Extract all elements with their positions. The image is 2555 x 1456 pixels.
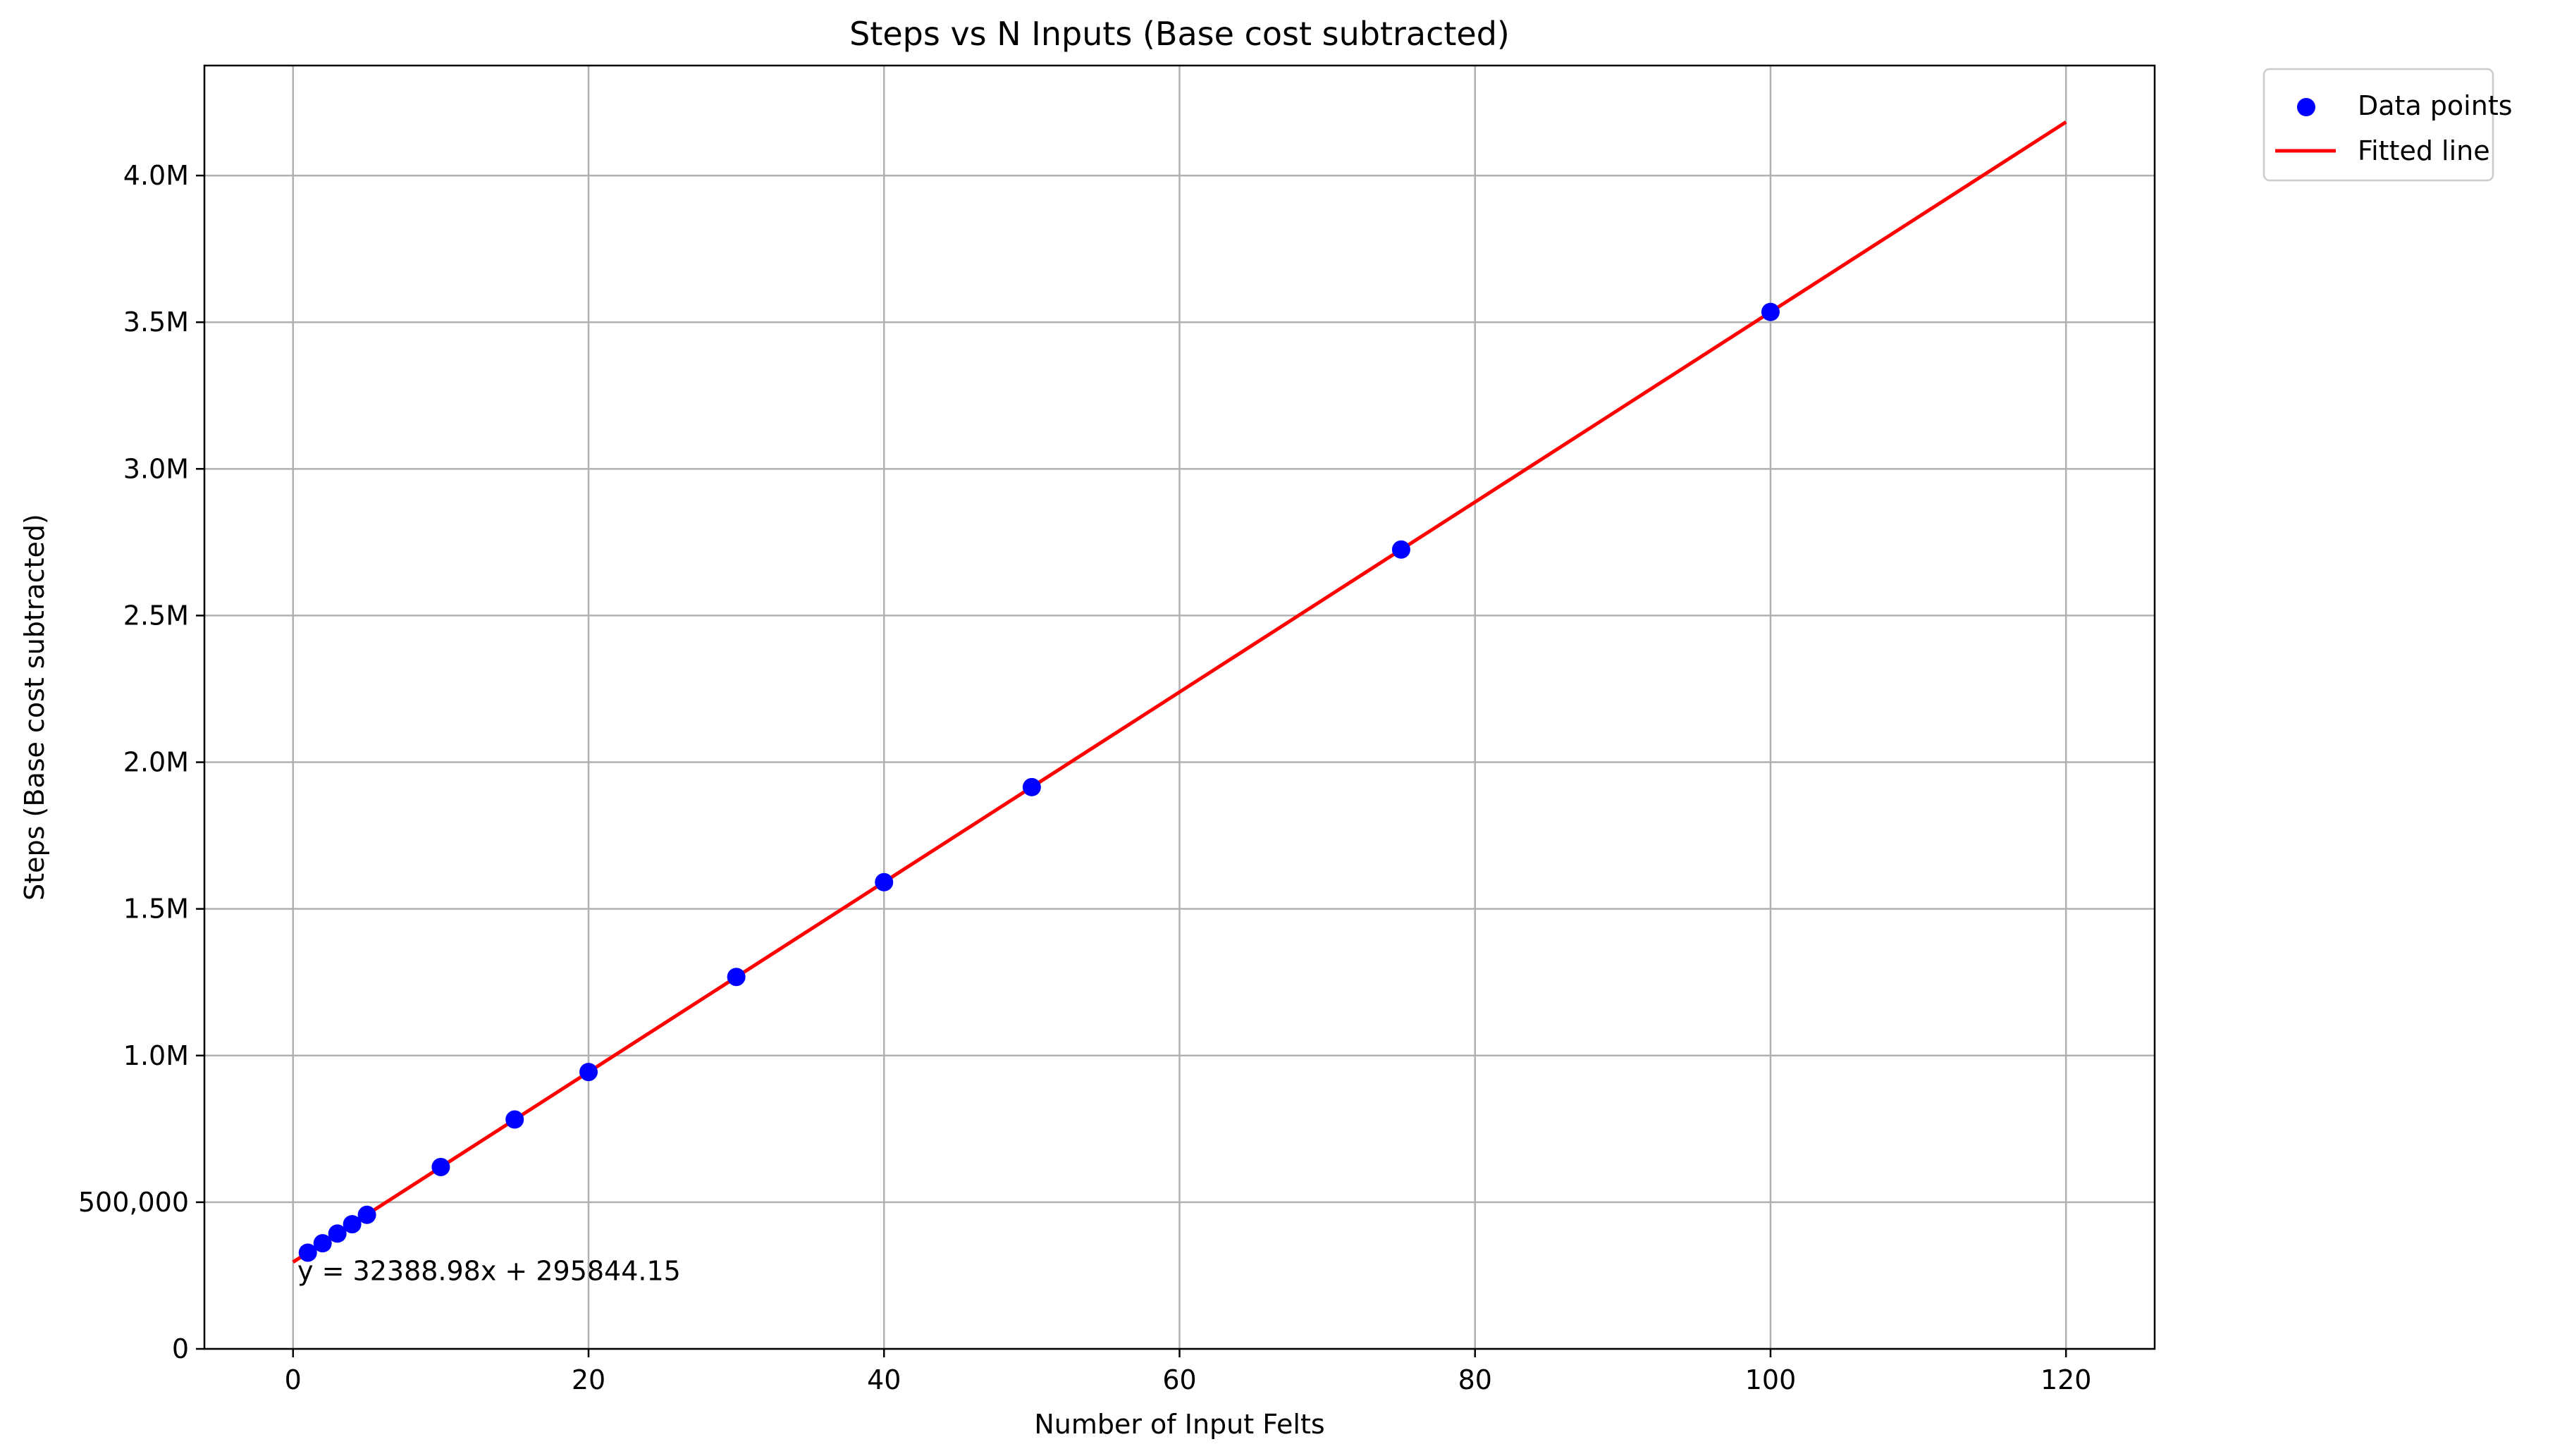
y-tick-label: 2.5M bbox=[123, 600, 189, 631]
grid bbox=[204, 66, 2155, 1350]
y-axis-title: Steps (Base cost subtracted) bbox=[19, 514, 50, 901]
y-tick-label: 3.5M bbox=[123, 307, 189, 338]
y-tick-label: 500,000 bbox=[78, 1187, 189, 1218]
legend-label-data-points: Data points bbox=[2358, 90, 2513, 121]
data-point bbox=[727, 968, 746, 987]
data-point bbox=[579, 1063, 598, 1082]
data-point bbox=[431, 1157, 450, 1176]
data-point bbox=[1391, 540, 1410, 559]
x-axis-title: Number of Input Felts bbox=[1034, 1409, 1324, 1440]
x-axis-ticks: 0 20 40 60 80 100 120 bbox=[285, 1349, 2092, 1395]
y-tick-label: 4.0M bbox=[123, 160, 189, 191]
chart-title: Steps vs N Inputs (Base cost subtracted) bbox=[849, 15, 1510, 53]
x-tick-label: 120 bbox=[2040, 1364, 2092, 1395]
data-point bbox=[343, 1215, 362, 1234]
data-point bbox=[875, 872, 894, 892]
x-tick-label: 40 bbox=[867, 1364, 901, 1395]
data-point bbox=[298, 1243, 317, 1262]
legend-label-fitted-line: Fitted line bbox=[2358, 135, 2490, 166]
x-tick-label: 100 bbox=[1745, 1364, 1797, 1395]
y-tick-label: 0 bbox=[172, 1333, 189, 1364]
data-point bbox=[1022, 777, 1041, 796]
data-point bbox=[313, 1234, 332, 1253]
legend: Data points Fitted line bbox=[2262, 68, 2513, 182]
x-tick-label: 80 bbox=[1458, 1364, 1492, 1395]
data-point bbox=[505, 1110, 524, 1129]
data-points-layer bbox=[298, 302, 1780, 1262]
data-point bbox=[328, 1224, 347, 1243]
legend-marker-data-points bbox=[2297, 98, 2315, 116]
data-point bbox=[1761, 302, 1780, 321]
x-tick-label: 60 bbox=[1162, 1364, 1196, 1395]
y-tick-label: 2.0M bbox=[123, 747, 189, 778]
y-tick-label: 3.0M bbox=[123, 453, 189, 484]
y-tick-label: 1.5M bbox=[123, 894, 189, 925]
y-axis-ticks: 0 500,000 1.0M 1.5M 2.0M 2.5M 3.0M 3.5M 4.0M bbox=[78, 160, 204, 1364]
x-tick-label: 0 bbox=[285, 1364, 302, 1395]
fit-equation-annotation: y = 32388.98x + 295844.15 bbox=[297, 1256, 681, 1287]
y-tick-label: 1.0M bbox=[123, 1040, 189, 1071]
data-point bbox=[357, 1205, 376, 1224]
x-tick-label: 20 bbox=[572, 1364, 605, 1395]
